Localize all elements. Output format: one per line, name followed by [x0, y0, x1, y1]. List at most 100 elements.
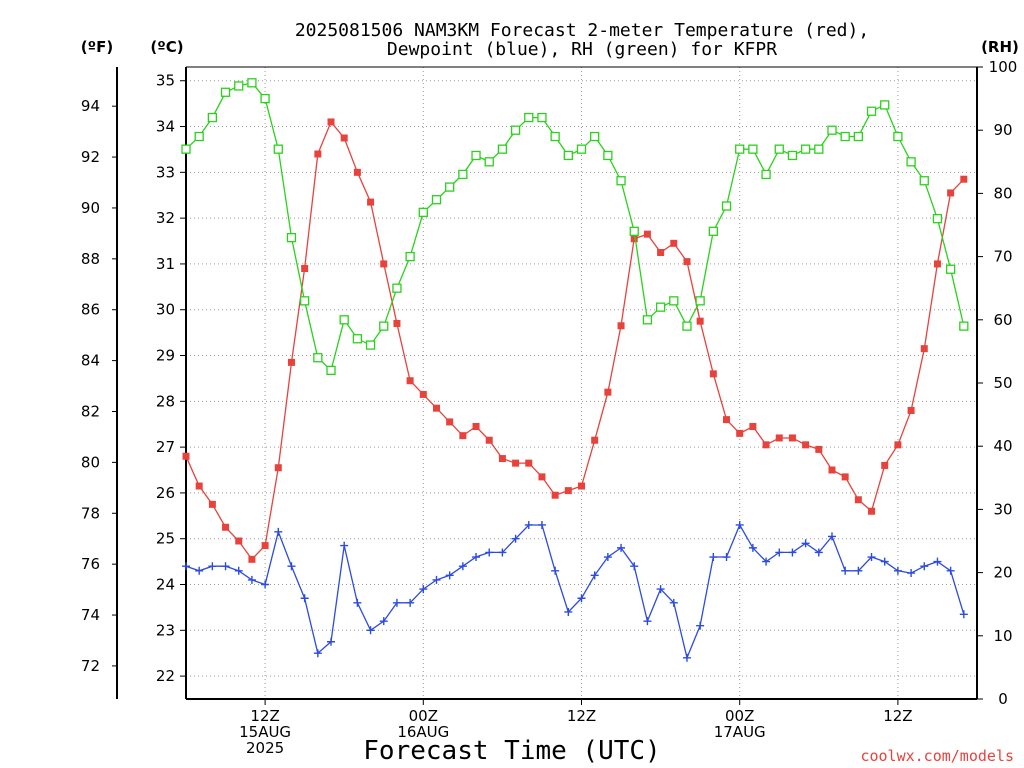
temperature-point — [604, 388, 612, 396]
dewpoint-point — [669, 598, 678, 607]
temperature-point — [736, 429, 744, 437]
rh-point — [893, 131, 903, 142]
dewpoint-point — [762, 557, 771, 566]
temperature-point — [828, 466, 836, 474]
rh-point — [484, 157, 494, 167]
plot-frame — [116, 66, 978, 700]
dewpoint-point — [590, 571, 599, 580]
rh-tick-label: 10 — [993, 627, 1012, 645]
rh-point — [840, 131, 850, 142]
dewpoint-point — [788, 548, 797, 557]
celsius-tick-label: 23 — [156, 621, 175, 639]
dewpoint-point — [827, 532, 836, 541]
temperature-point — [301, 265, 309, 273]
rh-point — [537, 112, 547, 123]
temperature-point — [933, 260, 941, 268]
temperature-point — [498, 455, 506, 463]
dewpoint-point — [498, 548, 507, 557]
rh-line — [185, 82, 965, 372]
temperature-point — [459, 432, 467, 440]
rh-point — [708, 226, 718, 236]
dewpoint-point — [524, 520, 533, 529]
rh-tick-label: 70 — [993, 248, 1012, 266]
celsius-tick-label: 30 — [156, 301, 175, 319]
temperature-point — [446, 418, 454, 426]
rh-point — [299, 296, 310, 306]
credit-text: coolwx.com/models — [860, 747, 1014, 765]
temperature-point — [723, 416, 731, 424]
rh-point — [326, 365, 336, 376]
dewpoint-point — [234, 566, 243, 575]
dewpoint-point — [920, 562, 929, 571]
rh-point — [339, 315, 349, 325]
time-tick-label: 12Z — [883, 707, 912, 725]
rh-point — [405, 251, 415, 262]
temperature-point — [551, 491, 559, 499]
fahrenheit-tick-label: 94 — [81, 97, 100, 115]
dewpoint-point — [893, 566, 902, 575]
dewpoint-point — [182, 562, 190, 571]
temperature-point — [406, 377, 414, 385]
dewpoint-point — [841, 566, 850, 575]
rh-point — [471, 150, 481, 161]
rh-point — [959, 321, 969, 331]
dewpoint-point — [340, 541, 349, 550]
rh-point — [181, 144, 191, 154]
dewpoint-line — [185, 523, 965, 660]
dewpoint-point — [261, 580, 270, 589]
rh-point — [853, 131, 863, 142]
dewpoint-point — [472, 553, 481, 562]
time-tick-label: 12Z — [567, 707, 596, 725]
rh-tick-label: 0 — [998, 690, 1008, 708]
dewpoint-point — [366, 626, 375, 635]
rh-point — [735, 144, 745, 154]
rh-tick-label: 20 — [993, 564, 1012, 582]
dewpoint-point — [709, 553, 718, 562]
rh-point — [866, 106, 877, 116]
celsius-tick-label: 24 — [156, 576, 175, 594]
rh-point — [365, 340, 376, 350]
rh-point — [748, 144, 758, 154]
temperature-point — [907, 406, 915, 414]
rh-unit-label: (RH) — [981, 38, 1019, 56]
celsius-tick-label: 32 — [156, 209, 175, 227]
temperature-point — [208, 500, 216, 508]
dewpoint-point — [379, 617, 388, 626]
rh-point — [695, 296, 705, 306]
dewpoint-point — [722, 553, 731, 562]
temperature-point — [630, 235, 638, 243]
dewpoint-point — [445, 571, 454, 580]
fahrenheit-tick-label: 88 — [81, 250, 100, 268]
dewpoint-point — [392, 598, 401, 607]
temperature-point — [881, 461, 889, 469]
temperature-point — [472, 423, 480, 431]
temperature-point — [525, 459, 533, 467]
temperature-point — [670, 239, 678, 247]
temperature-point — [617, 322, 625, 330]
rh-tick-label: 80 — [993, 184, 1012, 202]
dewpoint-point — [959, 610, 968, 619]
fahrenheit-tick-label: 84 — [81, 352, 100, 370]
dewpoint-point — [775, 548, 784, 557]
time-tick-label: 16AUG — [397, 723, 449, 741]
dewpoint-point — [195, 566, 204, 575]
temperature-point — [512, 459, 520, 467]
temperature-series — [182, 118, 968, 563]
rh-point — [880, 100, 890, 110]
rh-point — [550, 131, 560, 142]
temperature-point — [538, 473, 546, 481]
rh-point — [814, 144, 824, 154]
celsius-tick-label: 26 — [156, 484, 175, 502]
rh-point — [787, 150, 798, 161]
dewpoint-point — [748, 543, 757, 552]
rh-point — [721, 201, 732, 211]
rh-point — [247, 78, 257, 88]
temperature-point — [657, 248, 665, 256]
dewpoint-point — [485, 548, 494, 557]
x-axis-title: Forecast Time (UTC) — [363, 736, 660, 766]
celsius-tick-label: 34 — [156, 118, 175, 136]
fahrenheit-tick-label: 74 — [81, 606, 100, 624]
dewpoint-point — [946, 566, 955, 575]
temperature-point — [419, 390, 427, 398]
